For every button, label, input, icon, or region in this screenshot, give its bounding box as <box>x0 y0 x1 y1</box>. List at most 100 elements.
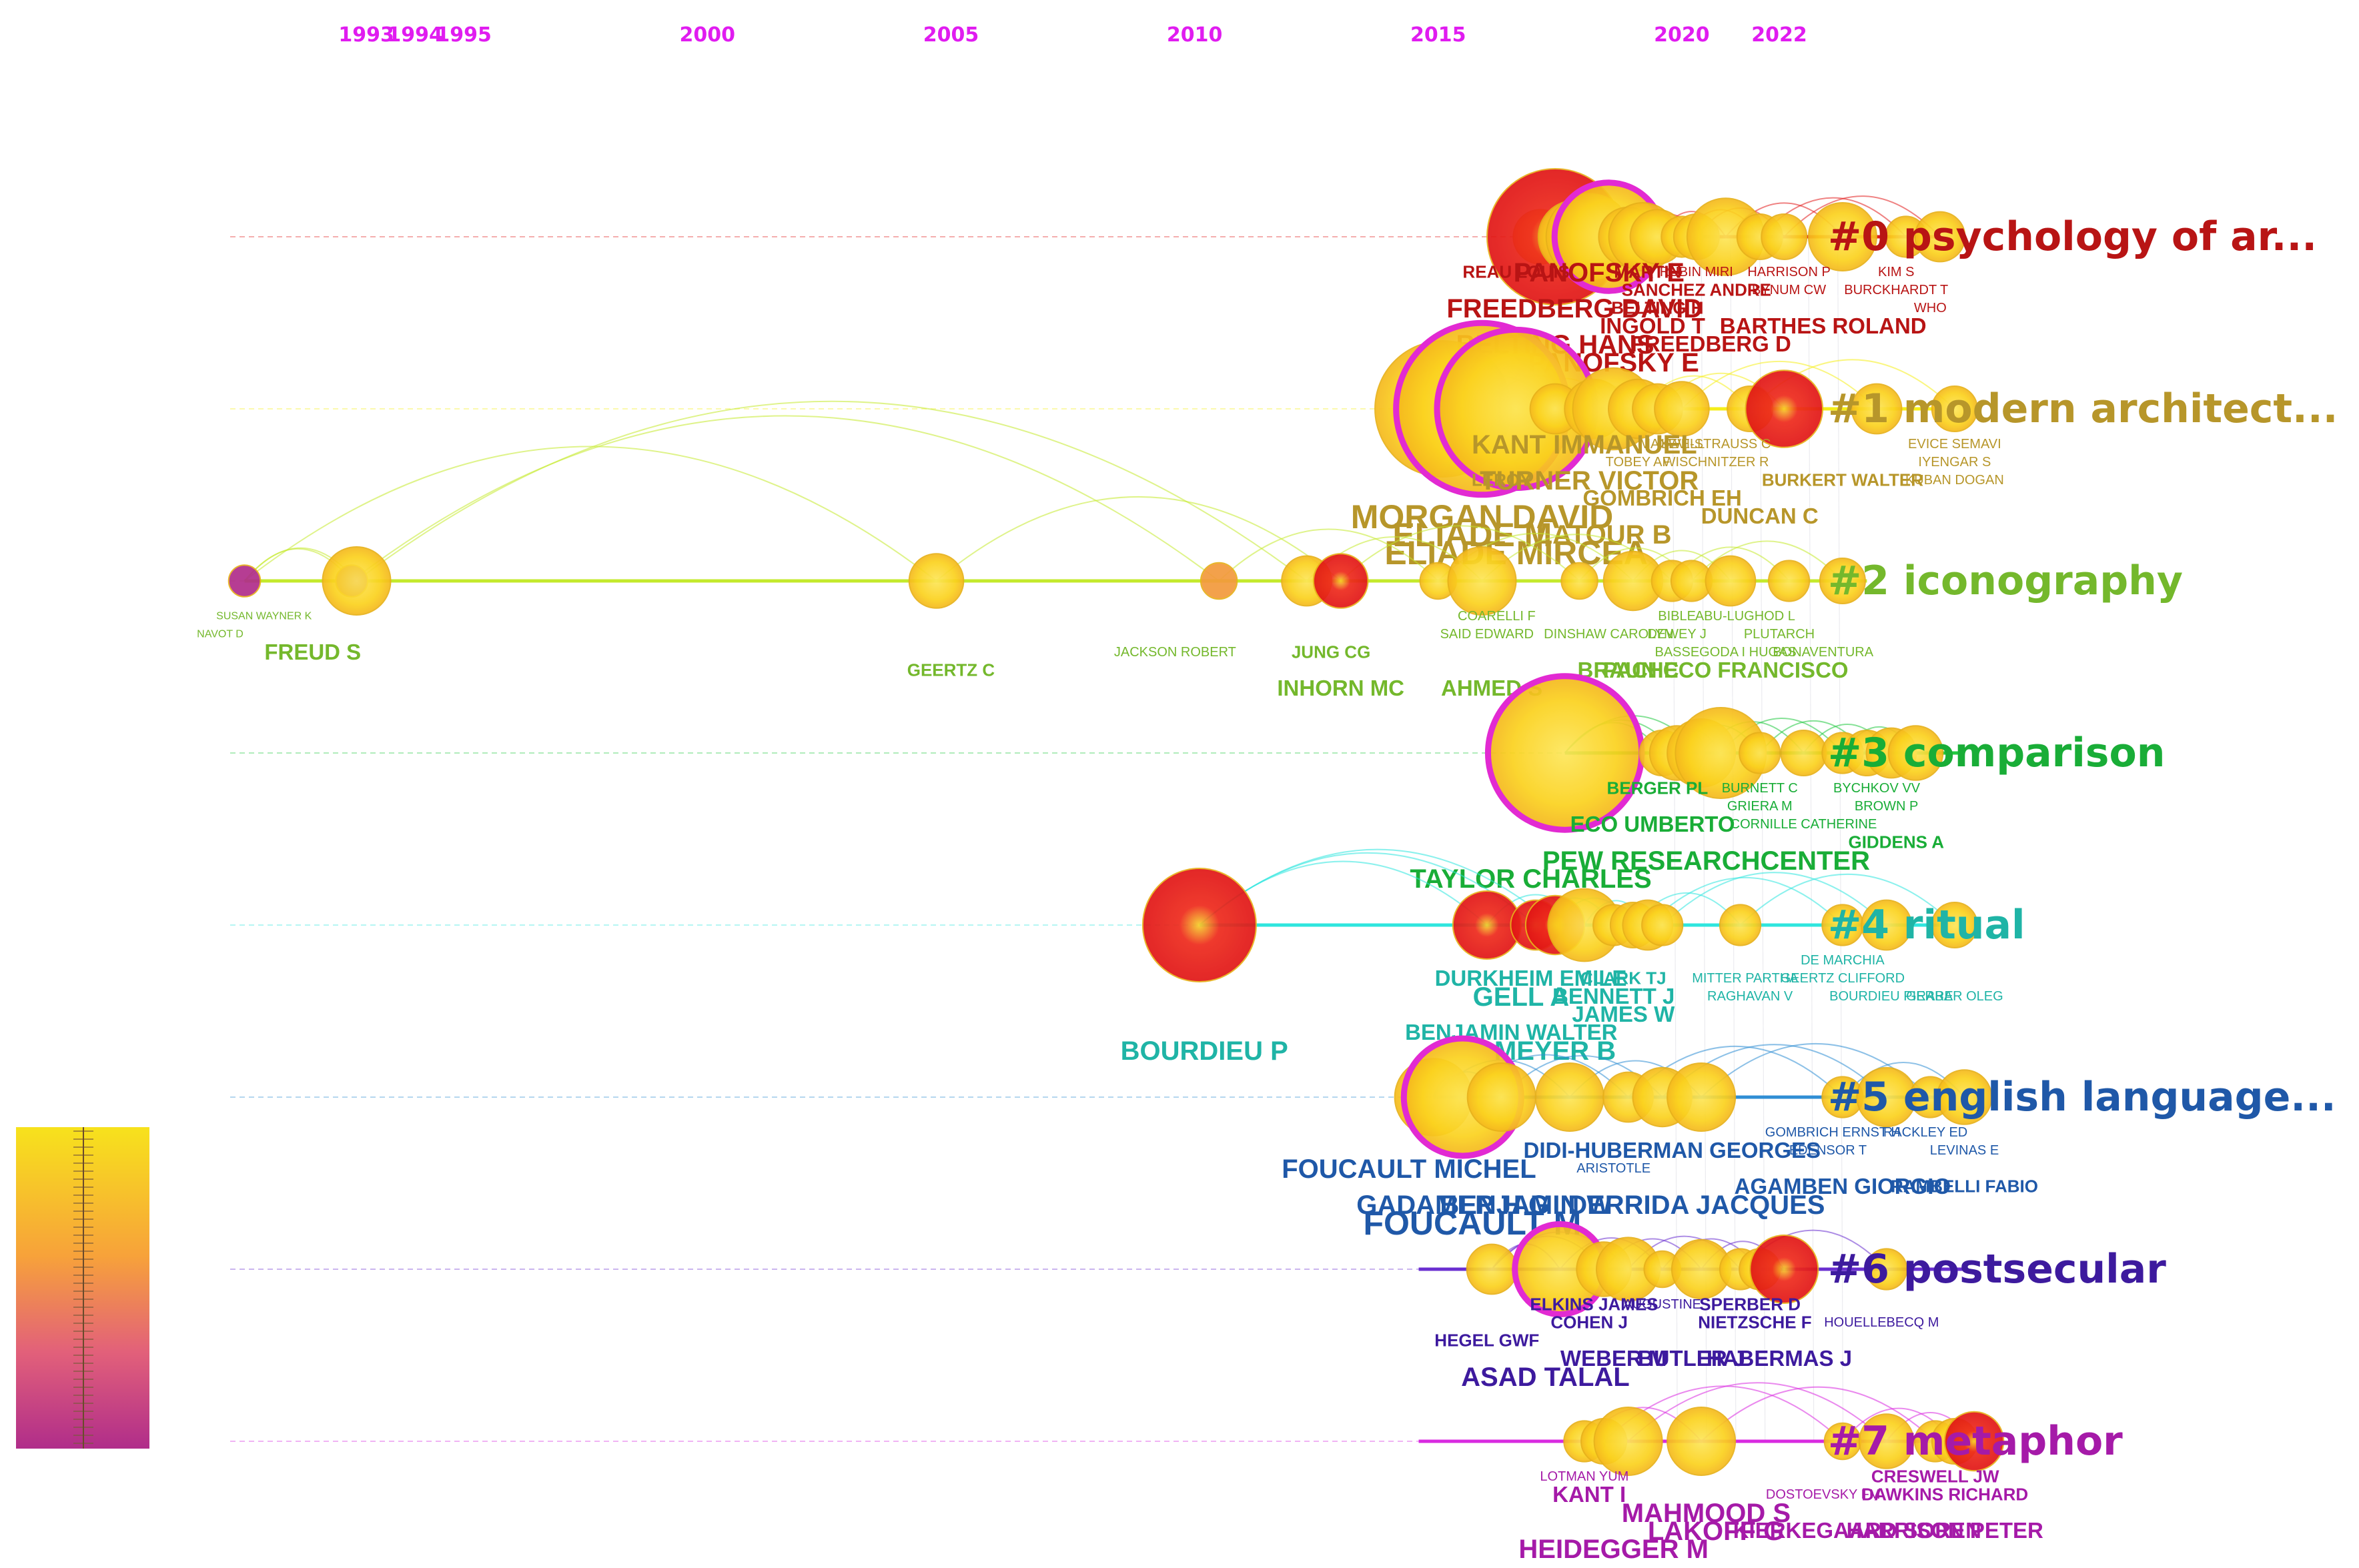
author-label: PACHECO FRANCISCO <box>1603 658 1849 682</box>
cluster-2: SUSAN WAYNER K NAVOT D COARELLI F BIBLEABU-… <box>197 400 2183 700</box>
author-label: HARRISON PETER <box>1847 1518 2043 1543</box>
author-label: DE MARCHIA <box>1801 953 1885 968</box>
citation-arc <box>356 400 1308 582</box>
cluster-node[interactable] <box>1667 1062 1737 1132</box>
cluster-node[interactable] <box>1312 553 1369 609</box>
cluster-node[interactable] <box>1851 383 1903 435</box>
cluster-node[interactable] <box>1749 1235 1819 1304</box>
author-label: GOMBRICH EH <box>1583 486 1742 510</box>
year-tick-2020: 2020 <box>1654 23 1710 47</box>
cluster-node[interactable] <box>322 546 392 616</box>
author-label: KANT IMMANUEL <box>1472 430 1697 460</box>
cluster-node[interactable] <box>1807 202 1877 271</box>
cluster-node[interactable] <box>1466 1062 1536 1132</box>
author-label: DUNCAN C <box>1701 504 1819 528</box>
year-tick-2022: 2022 <box>1751 23 1807 47</box>
author-label: RACKLEY ED <box>1883 1125 1967 1140</box>
cluster-node[interactable] <box>1761 213 1808 260</box>
author-label: SPERBER D <box>1699 1294 1801 1314</box>
author-label: BENNETT J <box>1552 984 1675 1008</box>
author-label: HABERMAS J <box>1707 1346 1852 1371</box>
author-label: LEROY <box>1472 470 1532 490</box>
author-label: MAXWELL <box>1639 437 1705 452</box>
author-label: BASSEGODA I HUGAS <box>1655 645 1796 660</box>
cluster-node[interactable] <box>1466 1243 1518 1295</box>
author-label: JUNG CG <box>1292 642 1370 662</box>
author-label: GIDDENS A <box>1848 832 1944 852</box>
cluster-node[interactable] <box>908 553 965 609</box>
author-label: JACKSON ROBERT <box>1114 645 1236 660</box>
author-label: DEWEY J <box>1647 627 1707 642</box>
author-label: CLARK TJ <box>1580 968 1667 988</box>
author-label: SANCHEZ ANDRE <box>1622 279 1771 299</box>
cluster-label: #0 psychology of ar... <box>1828 213 2317 260</box>
author-label: GELL A <box>1473 982 1569 1012</box>
author-label: MAHMOOD S <box>1622 1499 1791 1528</box>
cluster-node[interactable] <box>1931 902 1978 948</box>
citation-arc <box>1783 195 1941 237</box>
cluster-node[interactable] <box>1447 546 1517 616</box>
author-label: ABU-LUGHOD L <box>1695 609 1795 624</box>
author-label: MITTER PARTHA <box>1692 971 1799 986</box>
author-label: INGOLD T <box>1600 313 1705 338</box>
author-label: BRAUN C <box>1577 658 1679 682</box>
cluster-node[interactable] <box>1936 1069 1993 1125</box>
cluster-node[interactable] <box>1780 730 1827 776</box>
cluster-node[interactable] <box>1534 1062 1604 1132</box>
cluster-node[interactable] <box>1887 725 1944 781</box>
author-label: FREUD S <box>264 640 361 664</box>
color-legend <box>16 1127 149 1449</box>
cluster-node[interactable] <box>1667 1407 1737 1476</box>
author-label: PANOFSKY E <box>1514 258 1685 287</box>
cluster-node[interactable] <box>1861 899 1913 951</box>
author-label: PEW RESEARCHCENTER <box>1542 846 1870 876</box>
author-label: BELTING H <box>1611 297 1703 317</box>
cluster-node[interactable] <box>1200 562 1238 600</box>
cluster-node[interactable] <box>1745 369 1824 448</box>
author-label: AUGUSTINE <box>1623 1297 1701 1312</box>
citation-arc <box>935 496 1342 582</box>
cluster-node[interactable] <box>1931 385 1978 432</box>
author-label: CORNILLE CATHERINE <box>1731 817 1877 832</box>
author-label: DAWKINS RICHARD <box>1861 1484 2028 1504</box>
cluster-node[interactable] <box>1593 1407 1663 1476</box>
author-label: SAID EDWARD <box>1440 627 1534 642</box>
author-label: BARTHES ROLAND <box>1720 313 1927 338</box>
author-label: LAKOFF G <box>1648 1517 1784 1546</box>
cluster-node[interactable] <box>1641 904 1684 946</box>
cluster-label: #5 english language... <box>1828 1074 2336 1120</box>
citation-arc <box>1340 525 1580 582</box>
cluster-node[interactable] <box>1767 560 1811 602</box>
cluster-node[interactable] <box>1858 1413 1915 1469</box>
author-label: COARELLI F <box>1458 609 1536 624</box>
cluster-node[interactable] <box>1141 868 1257 982</box>
cluster-node[interactable] <box>1819 558 1866 604</box>
citation-arc <box>1681 360 1877 410</box>
cluster-node[interactable] <box>227 564 262 598</box>
citation-arc <box>1647 876 1843 926</box>
author-label: SUSAN WAYNER K <box>216 610 312 622</box>
cluster-node[interactable] <box>1705 555 1757 607</box>
author-label: IYENGAR S <box>1918 455 1991 470</box>
author-label: DOSTOEVSKY FM <box>1766 1487 1881 1502</box>
cluster-node[interactable] <box>1914 211 1966 263</box>
author-label: BURNETT C <box>1722 781 1798 796</box>
cluster-node[interactable] <box>1719 904 1762 946</box>
author-label: PLUTARCH <box>1744 627 1815 642</box>
cross-cluster-link <box>1837 236 1844 1442</box>
cluster-label: #7 metaphor <box>1828 1418 2123 1465</box>
year-tick-2015: 2015 <box>1410 23 1466 47</box>
cluster-node[interactable] <box>1560 562 1598 600</box>
author-label: BYCHKOV VV <box>1833 781 1921 796</box>
cluster-node[interactable] <box>1865 1248 1908 1291</box>
year-tick-2000: 2000 <box>680 23 736 47</box>
cluster-node[interactable] <box>1943 1411 2005 1472</box>
cluster-node[interactable] <box>1739 732 1781 774</box>
cluster-node[interactable] <box>1654 381 1710 437</box>
author-label: MARTIN <box>1614 261 1681 281</box>
